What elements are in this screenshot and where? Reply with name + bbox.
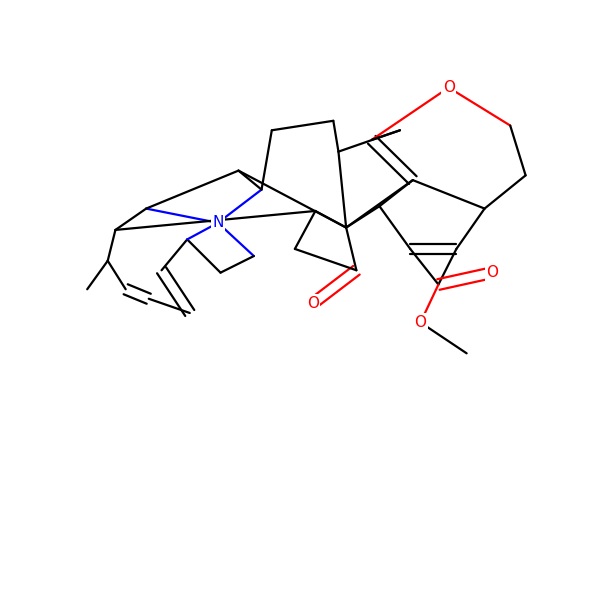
Text: O: O <box>486 265 498 280</box>
Text: O: O <box>307 296 319 311</box>
Text: O: O <box>443 80 455 95</box>
Text: N: N <box>212 215 224 230</box>
Text: O: O <box>415 315 427 330</box>
